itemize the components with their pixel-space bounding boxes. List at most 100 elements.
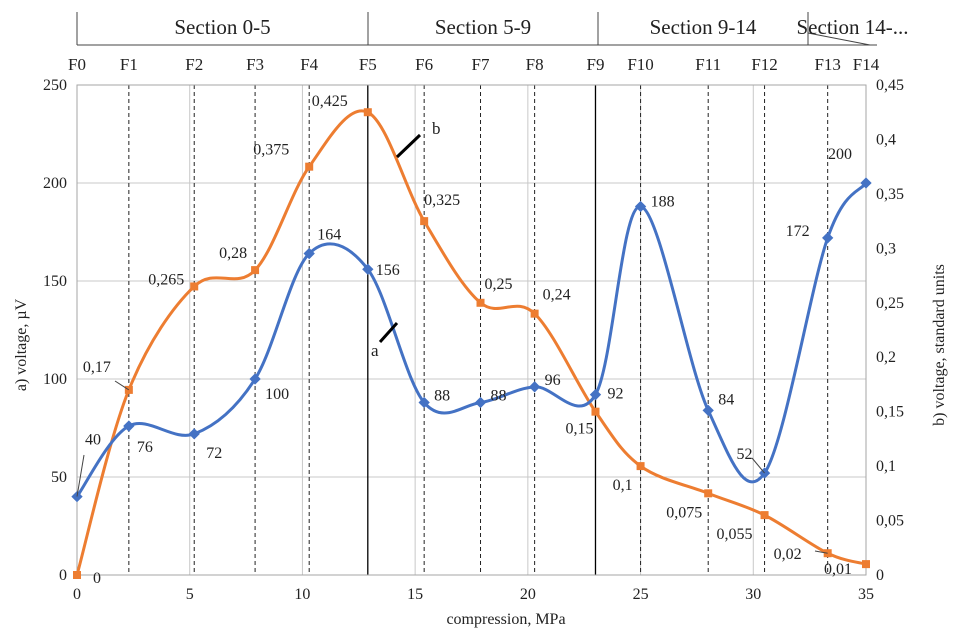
series-b-data-label: 0,075 [666, 504, 702, 521]
series-a-point [860, 177, 872, 189]
series-b-data-label: 0,375 [253, 142, 289, 159]
y-tick-label: 100 [43, 371, 67, 388]
series-a-data-label: 96 [545, 372, 561, 389]
section-label: Section 14-... [797, 15, 909, 39]
leader-line [76, 454, 85, 497]
series-a-data-label: 88 [434, 388, 450, 405]
series-a-point [362, 263, 374, 275]
data-labels: 40 76 72 100 164 156 88 88 96 92 188 84 52 172 200 0 0,1… [76, 93, 852, 587]
marker-label: F10 [627, 55, 653, 74]
series-a-point [303, 247, 315, 260]
series-b-data-label: 0,02 [774, 546, 802, 563]
x-tick-label: 10 [294, 586, 310, 603]
series-a-data-label: 92 [607, 386, 623, 403]
series-b-point [862, 560, 870, 569]
series-a-data-label: 172 [786, 223, 810, 240]
series-a-point [188, 428, 200, 440]
marker-label: F7 [472, 55, 490, 74]
series-a-data-label: 200 [828, 146, 852, 163]
series-b-point [636, 462, 645, 471]
marker-lines: F0 F1 F2 F3 F4 F5 F6 F7 F8 F9 F10 F11 F12 F13 F14 [68, 55, 880, 575]
series-a-callout [378, 321, 399, 344]
series-a-line [75, 182, 868, 498]
series-b-point [420, 217, 429, 226]
marker-label: F6 [415, 55, 433, 74]
series-b-data-label: 0,325 [424, 192, 460, 209]
y2-tick-label: 0,15 [876, 404, 904, 421]
marker-label: F14 [853, 55, 880, 74]
series-b-data-label: 0,28 [219, 245, 247, 262]
series-a-point [528, 381, 541, 393]
series-a-point [702, 404, 714, 417]
series-b-point [476, 298, 485, 307]
x-tick-label: 5 [186, 586, 194, 603]
series-b-point [363, 108, 372, 117]
series-b-point [305, 162, 314, 171]
series-b-data-label: 0,15 [565, 421, 593, 438]
y-tick-label: 50 [51, 469, 67, 486]
y-axis-title: a) voltage, µV [13, 298, 30, 391]
y-tick-label: 150 [43, 273, 67, 290]
series-b-point [530, 309, 539, 318]
y2-axis-title: b) voltage, standard units [931, 264, 948, 426]
series-b-line [75, 109, 867, 576]
series-b-data-label: 0,17 [83, 359, 111, 376]
series-a-point [249, 373, 261, 385]
series-b-point [190, 282, 199, 291]
series-a-data-label: 84 [718, 391, 734, 408]
series-a-point [418, 396, 430, 409]
y2-tick-label: 0,4 [876, 131, 896, 148]
marker-label: F0 [68, 55, 86, 74]
series-a-data-label: 156 [376, 262, 400, 279]
section-label: Section 0-5 [174, 15, 270, 39]
series-b-callout [395, 133, 422, 159]
x-tick-label: 15 [407, 586, 423, 603]
series-b-point [704, 489, 713, 498]
series-b-data-label: 0,265 [148, 271, 184, 288]
series-a-data-label: 88 [491, 388, 507, 405]
series-b-data-label: 0,24 [543, 287, 571, 304]
series-a-point [822, 232, 834, 244]
series-a-point [589, 389, 602, 401]
section-header: Section 0-5 Section 5-9 Section 9-14 Sectio… [76, 12, 909, 46]
x-tick-label: 25 [633, 586, 649, 603]
marker-label: F11 [695, 55, 721, 74]
y2-tick-label: 0,2 [876, 349, 896, 366]
series-a-data-label: 72 [206, 445, 222, 462]
y2-tick-label: 0,35 [876, 186, 904, 203]
y2-tick-label: 0,25 [876, 295, 904, 312]
section-label: Section 5-9 [435, 15, 531, 39]
leader-line [814, 550, 828, 554]
y2-tick-label: 0,3 [876, 240, 896, 257]
y2-tick-label: 0,45 [876, 77, 904, 94]
section-divider [807, 32, 871, 46]
series-b-point [251, 266, 260, 275]
series-a-data-label: 76 [137, 439, 153, 456]
y-tick-label: 200 [43, 175, 67, 192]
series-a-point [474, 396, 487, 409]
plot-frame [76, 84, 867, 576]
series-a-data-label: 164 [317, 227, 341, 244]
leader-line [114, 380, 130, 391]
series-b-data-label: 0,1 [613, 477, 633, 494]
leader-line [751, 457, 765, 474]
marker-label: F1 [120, 55, 138, 74]
series-a-data-label: 188 [651, 194, 675, 211]
series-b-data-label: 0,055 [717, 526, 753, 543]
series-a-data-label: 100 [265, 386, 289, 403]
y2-tick-label: 0,05 [876, 513, 904, 530]
marker-label: F5 [359, 55, 377, 74]
series-a-point [634, 200, 647, 213]
marker-label: F3 [246, 55, 264, 74]
y-tick-label: 250 [43, 77, 67, 94]
series-b-name: b [432, 119, 441, 138]
y2-tick-label: 0 [876, 567, 884, 584]
grid-lines [76, 84, 867, 576]
marker-label: F4 [300, 55, 318, 74]
y-tick-label: 0 [59, 567, 67, 584]
series-a-data-label: 40 [85, 432, 101, 449]
marker-label: F2 [185, 55, 203, 74]
series-lines [71, 108, 872, 579]
